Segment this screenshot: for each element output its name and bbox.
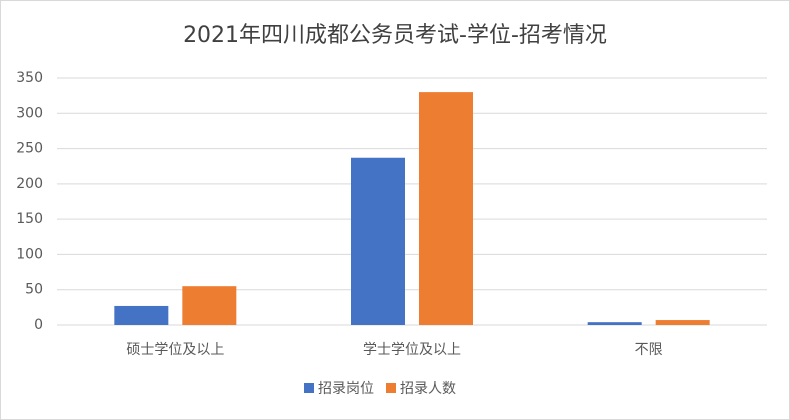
legend-marker: [304, 383, 314, 393]
y-tick-label: 0: [34, 317, 43, 333]
bar: [419, 92, 473, 325]
x-tick-label: 不限: [635, 342, 663, 358]
legend-marker: [386, 383, 396, 393]
y-tick-label: 350: [16, 70, 43, 86]
bar: [655, 320, 710, 325]
bar: [587, 322, 642, 325]
y-tick-label: 150: [16, 211, 43, 227]
y-tick-label: 200: [16, 176, 43, 192]
y-tick-label: 100: [16, 246, 43, 262]
bar: [351, 157, 405, 325]
legend-label: 招录人数: [400, 381, 456, 397]
y-tick-label: 250: [16, 141, 43, 157]
bar: [182, 286, 237, 325]
x-tick-label: 硕士学位及以上: [126, 342, 224, 358]
legend-label: 招录岗位: [318, 381, 374, 397]
bar: [114, 305, 169, 325]
chart-title: 2021年四川成都公务员考试-学位-招考情况: [183, 23, 607, 48]
y-tick-label: 300: [16, 105, 43, 121]
x-tick-label: 学士学位及以上: [363, 342, 461, 358]
y-tick-label: 50: [25, 282, 43, 298]
